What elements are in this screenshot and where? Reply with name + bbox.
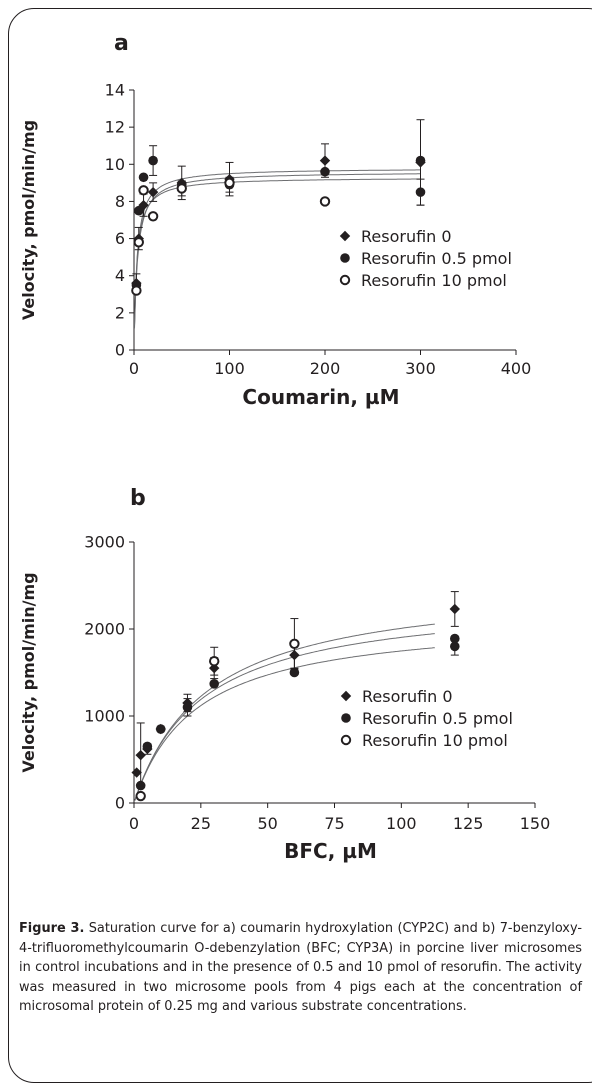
fit-curve-b-2	[134, 647, 435, 801]
x-tick-label-a: 100	[214, 359, 245, 378]
data-point	[449, 603, 460, 615]
legend-label: Resorufin 10 pmol	[362, 731, 508, 750]
chart-panel-b: b 0 1000 2000 3000 0 25 50 75 100 125 150 BFC, µM Vel…	[19, 486, 550, 863]
data-point	[209, 655, 220, 667]
x-axis-label-b: BFC, µM	[284, 839, 377, 863]
data-point	[135, 790, 146, 802]
legend-marker	[340, 734, 352, 746]
fit-curve-b-1	[134, 633, 435, 801]
data-point	[450, 633, 460, 644]
figure-caption: Figure 3. Saturation curve for a) coumar…	[19, 919, 582, 1017]
data-point	[147, 211, 159, 222]
data-point	[319, 155, 331, 166]
data-point	[131, 285, 142, 296]
data-point	[131, 767, 142, 778]
data-point	[209, 679, 219, 689]
legend-label: Resorufin 0.5 pmol	[361, 249, 512, 268]
legend-label: Resorufin 0	[361, 227, 452, 246]
data-point	[135, 780, 146, 791]
fit-curve-a-0	[134, 169, 421, 326]
legend-label: Resorufin 0.5 pmol	[362, 709, 513, 728]
x-tick-label-b: 100	[386, 814, 417, 833]
x-tick-label-a: 0	[129, 359, 139, 378]
data-point	[289, 638, 300, 649]
data-point	[133, 205, 144, 216]
legend-label: Resorufin 0	[362, 687, 453, 706]
data-point	[138, 172, 149, 183]
y-tick-label-a: 4	[115, 266, 125, 285]
chart-panel-a: a 0 2 4 6 8 10 12 14 0 100 200 300 400 Coumarin, µM Vel…	[19, 31, 531, 409]
data-point	[147, 186, 159, 198]
y-tick-label-b: 1000	[84, 707, 125, 726]
x-tick-label-b: 150	[520, 814, 551, 833]
series-a-2	[131, 177, 331, 296]
x-tick-label-a: 400	[501, 359, 532, 378]
data-point	[450, 641, 460, 652]
y-tick-label-a: 6	[115, 229, 125, 248]
legend-b: Resorufin 0 Resorufin 0.5 pmol Resorufin 1…	[340, 687, 513, 750]
data-point	[289, 667, 300, 678]
legend-marker	[339, 274, 351, 286]
data-point	[320, 166, 330, 177]
panel-label-a: a	[114, 31, 129, 56]
legend-marker	[339, 230, 351, 242]
panel-label-b: b	[130, 486, 146, 511]
y-tick-label-b: 3000	[84, 533, 125, 552]
caption-label: Figure 3.	[19, 921, 85, 936]
data-point	[135, 749, 146, 761]
series-b-2	[135, 618, 300, 802]
series-b-1	[135, 633, 460, 791]
legend-marker	[340, 690, 352, 702]
data-point	[155, 724, 166, 734]
data-point	[182, 702, 193, 713]
data-point	[176, 183, 187, 194]
y-tick-label-a: 8	[115, 192, 125, 211]
x-tick-label-b: 25	[191, 814, 211, 833]
data-point	[138, 185, 149, 196]
y-tick-label-a: 14	[105, 81, 125, 100]
data-point	[148, 155, 158, 166]
y-tick-label-b: 2000	[84, 620, 125, 639]
legend-a: Resorufin 0 Resorufin 0.5 pmol Resorufin 1…	[339, 227, 512, 290]
data-point	[224, 177, 235, 189]
y-axis-label-a: Velocity, pmol/min/mg	[19, 120, 38, 320]
y-tick-label-a: 12	[105, 118, 125, 137]
legend-label: Resorufin 10 pmol	[361, 271, 507, 290]
x-tick-label-a: 300	[405, 359, 436, 378]
y-tick-label-a: 0	[115, 341, 125, 360]
x-tick-label-b: 50	[257, 814, 277, 833]
x-tick-label-b: 0	[129, 814, 139, 833]
data-point	[319, 196, 331, 207]
series-a-1	[131, 145, 426, 290]
caption-text: Saturation curve for a) coumarin hydroxy…	[19, 921, 582, 1015]
data-point	[142, 741, 153, 752]
x-axis-label-a: Coumarin, µM	[242, 385, 399, 409]
y-tick-label-b: 0	[115, 794, 125, 813]
y-axis-label-b: Velocity, pmol/min/mg	[19, 572, 38, 772]
x-tick-label-a: 200	[310, 359, 341, 378]
x-tick-label-b: 125	[453, 814, 484, 833]
data-point	[133, 237, 144, 248]
data-point	[415, 155, 426, 166]
legend-marker	[341, 713, 351, 723]
y-tick-label-a: 2	[115, 303, 125, 322]
x-tick-label-b: 75	[324, 814, 344, 833]
data-point	[415, 187, 426, 197]
y-tick-label-a: 10	[105, 155, 125, 174]
legend-marker	[340, 253, 350, 263]
